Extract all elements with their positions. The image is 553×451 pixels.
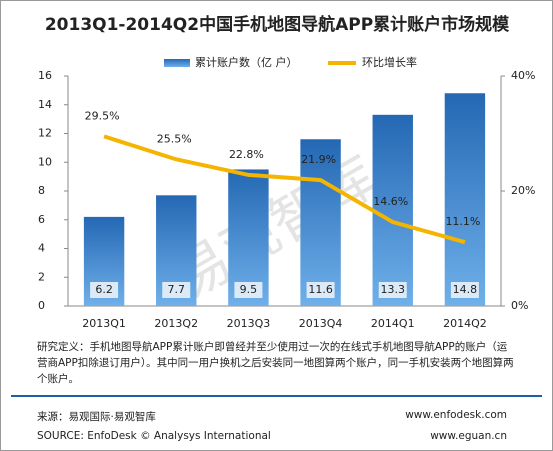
- bar: [444, 93, 486, 306]
- y-tick-label: 6: [38, 213, 45, 226]
- source-en: SOURCE: EnfoDesk © Analysys Internationa…: [37, 430, 271, 442]
- x-tick-label: 2013Q3: [227, 317, 271, 330]
- y2-tick-label: 40%: [511, 69, 535, 82]
- label-bg: [90, 282, 119, 298]
- bar-label: 6.2: [95, 283, 113, 296]
- chart-title: 2013Q1-2014Q2中国手机地图导航APP累计账户市场规模: [45, 14, 510, 35]
- y-tick-label: 16: [38, 69, 52, 82]
- legend-label: 累计账户数（亿 户）: [195, 55, 298, 69]
- legend-swatch: [164, 59, 190, 67]
- bar-label: 7.7: [168, 283, 186, 296]
- label-bg: [378, 282, 407, 298]
- y-tick-label: 0: [38, 299, 45, 312]
- label-bg: [234, 282, 263, 298]
- line-label: 25.5%: [157, 132, 192, 145]
- y-tick-label: 10: [38, 155, 52, 168]
- legend-label: 环比增长率: [362, 55, 417, 69]
- y-tick-label: 12: [38, 127, 52, 140]
- source: 来源：易观国际·易观智库: [37, 411, 156, 423]
- x-tick-label: 2014Q2: [443, 317, 487, 330]
- label-bg: [162, 282, 191, 298]
- bar: [372, 114, 413, 306]
- x-tick-label: 2013Q4: [299, 317, 343, 330]
- bar-label: 14.8: [453, 283, 478, 296]
- line-label: 11.1%: [445, 215, 480, 228]
- y-tick-label: 14: [38, 98, 52, 111]
- y-tick-label: 8: [38, 184, 45, 197]
- y2-tick-label: 0%: [511, 299, 528, 312]
- website: www.eguan.cn: [430, 430, 507, 442]
- line: [103, 134, 466, 245]
- website: www.enfodesk.com: [405, 409, 507, 421]
- y2-tick-label: 20%: [511, 184, 535, 197]
- line-label: 22.8%: [229, 148, 264, 161]
- footnote: 研究定义：手机地图导航APP累计账户即曾经并至少使用过一次的在线式手机地图导航A…: [37, 341, 514, 385]
- line-label: 21.9%: [301, 153, 336, 166]
- bar: [300, 139, 341, 306]
- label-bg: [450, 282, 479, 298]
- x-tick-label: 2013Q1: [82, 317, 126, 330]
- bar-label: 11.6: [308, 283, 333, 296]
- line-label: 14.6%: [373, 195, 408, 208]
- x-tick-label: 2014Q1: [371, 317, 415, 330]
- x-tick-label: 2013Q2: [154, 317, 198, 330]
- label-bg: [306, 282, 335, 298]
- line-label: 29.5%: [85, 109, 120, 122]
- bar-label: 9.5: [240, 283, 258, 296]
- y-tick-label: 4: [38, 242, 45, 255]
- bar-label: 13.3: [381, 283, 406, 296]
- y-tick-label: 2: [38, 270, 45, 283]
